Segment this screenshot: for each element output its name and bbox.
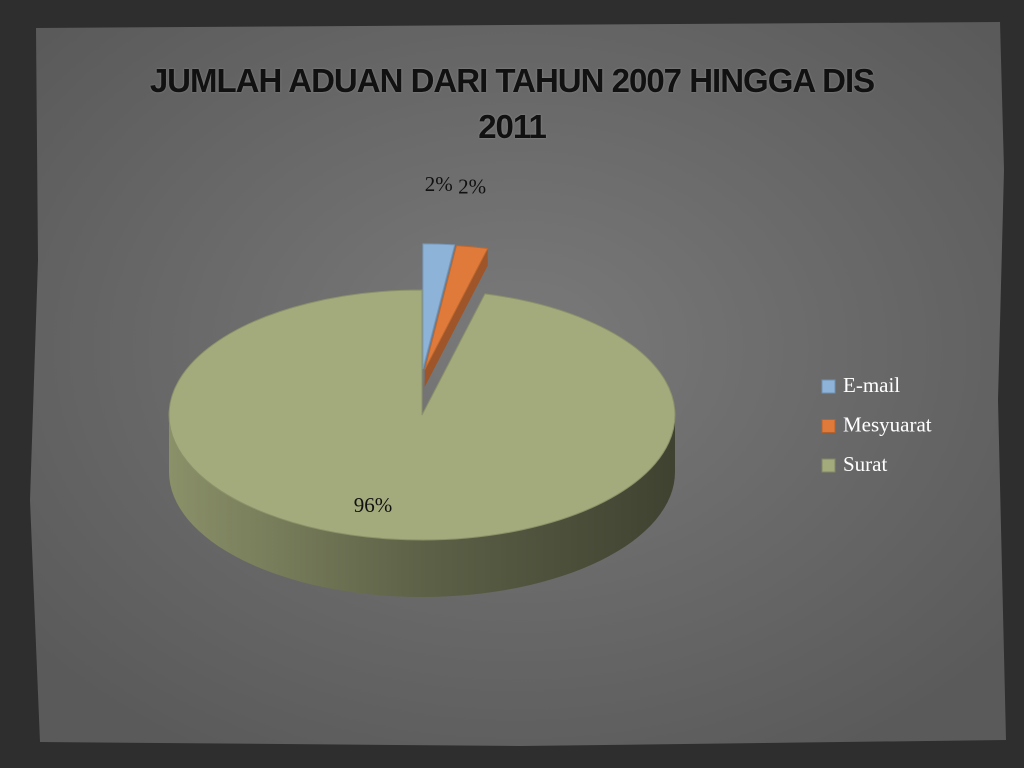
data-label: 2%	[458, 175, 486, 199]
legend-label: Mesyuarat	[843, 412, 932, 436]
legend-swatch	[821, 419, 836, 433]
legend-label: E-mail	[843, 373, 900, 397]
data-label: 96%	[354, 493, 393, 517]
legend: E-mail Mesyuarat Surat	[821, 373, 932, 476]
slice-side	[169, 415, 675, 597]
slice	[422, 243, 456, 370]
slice-wall	[424, 248, 488, 387]
legend-label: Surat	[843, 452, 887, 476]
legend-swatch	[821, 458, 836, 473]
legend-swatch	[821, 379, 836, 394]
slice	[424, 245, 489, 370]
chart-title: JUMLAH ADUAN DARI TAHUN 2007 HINGGA DIS …	[149, 62, 875, 145]
slice	[168, 289, 676, 541]
data-label: 2%	[425, 172, 453, 196]
pie: 2% 2% 96%	[168, 172, 676, 597]
